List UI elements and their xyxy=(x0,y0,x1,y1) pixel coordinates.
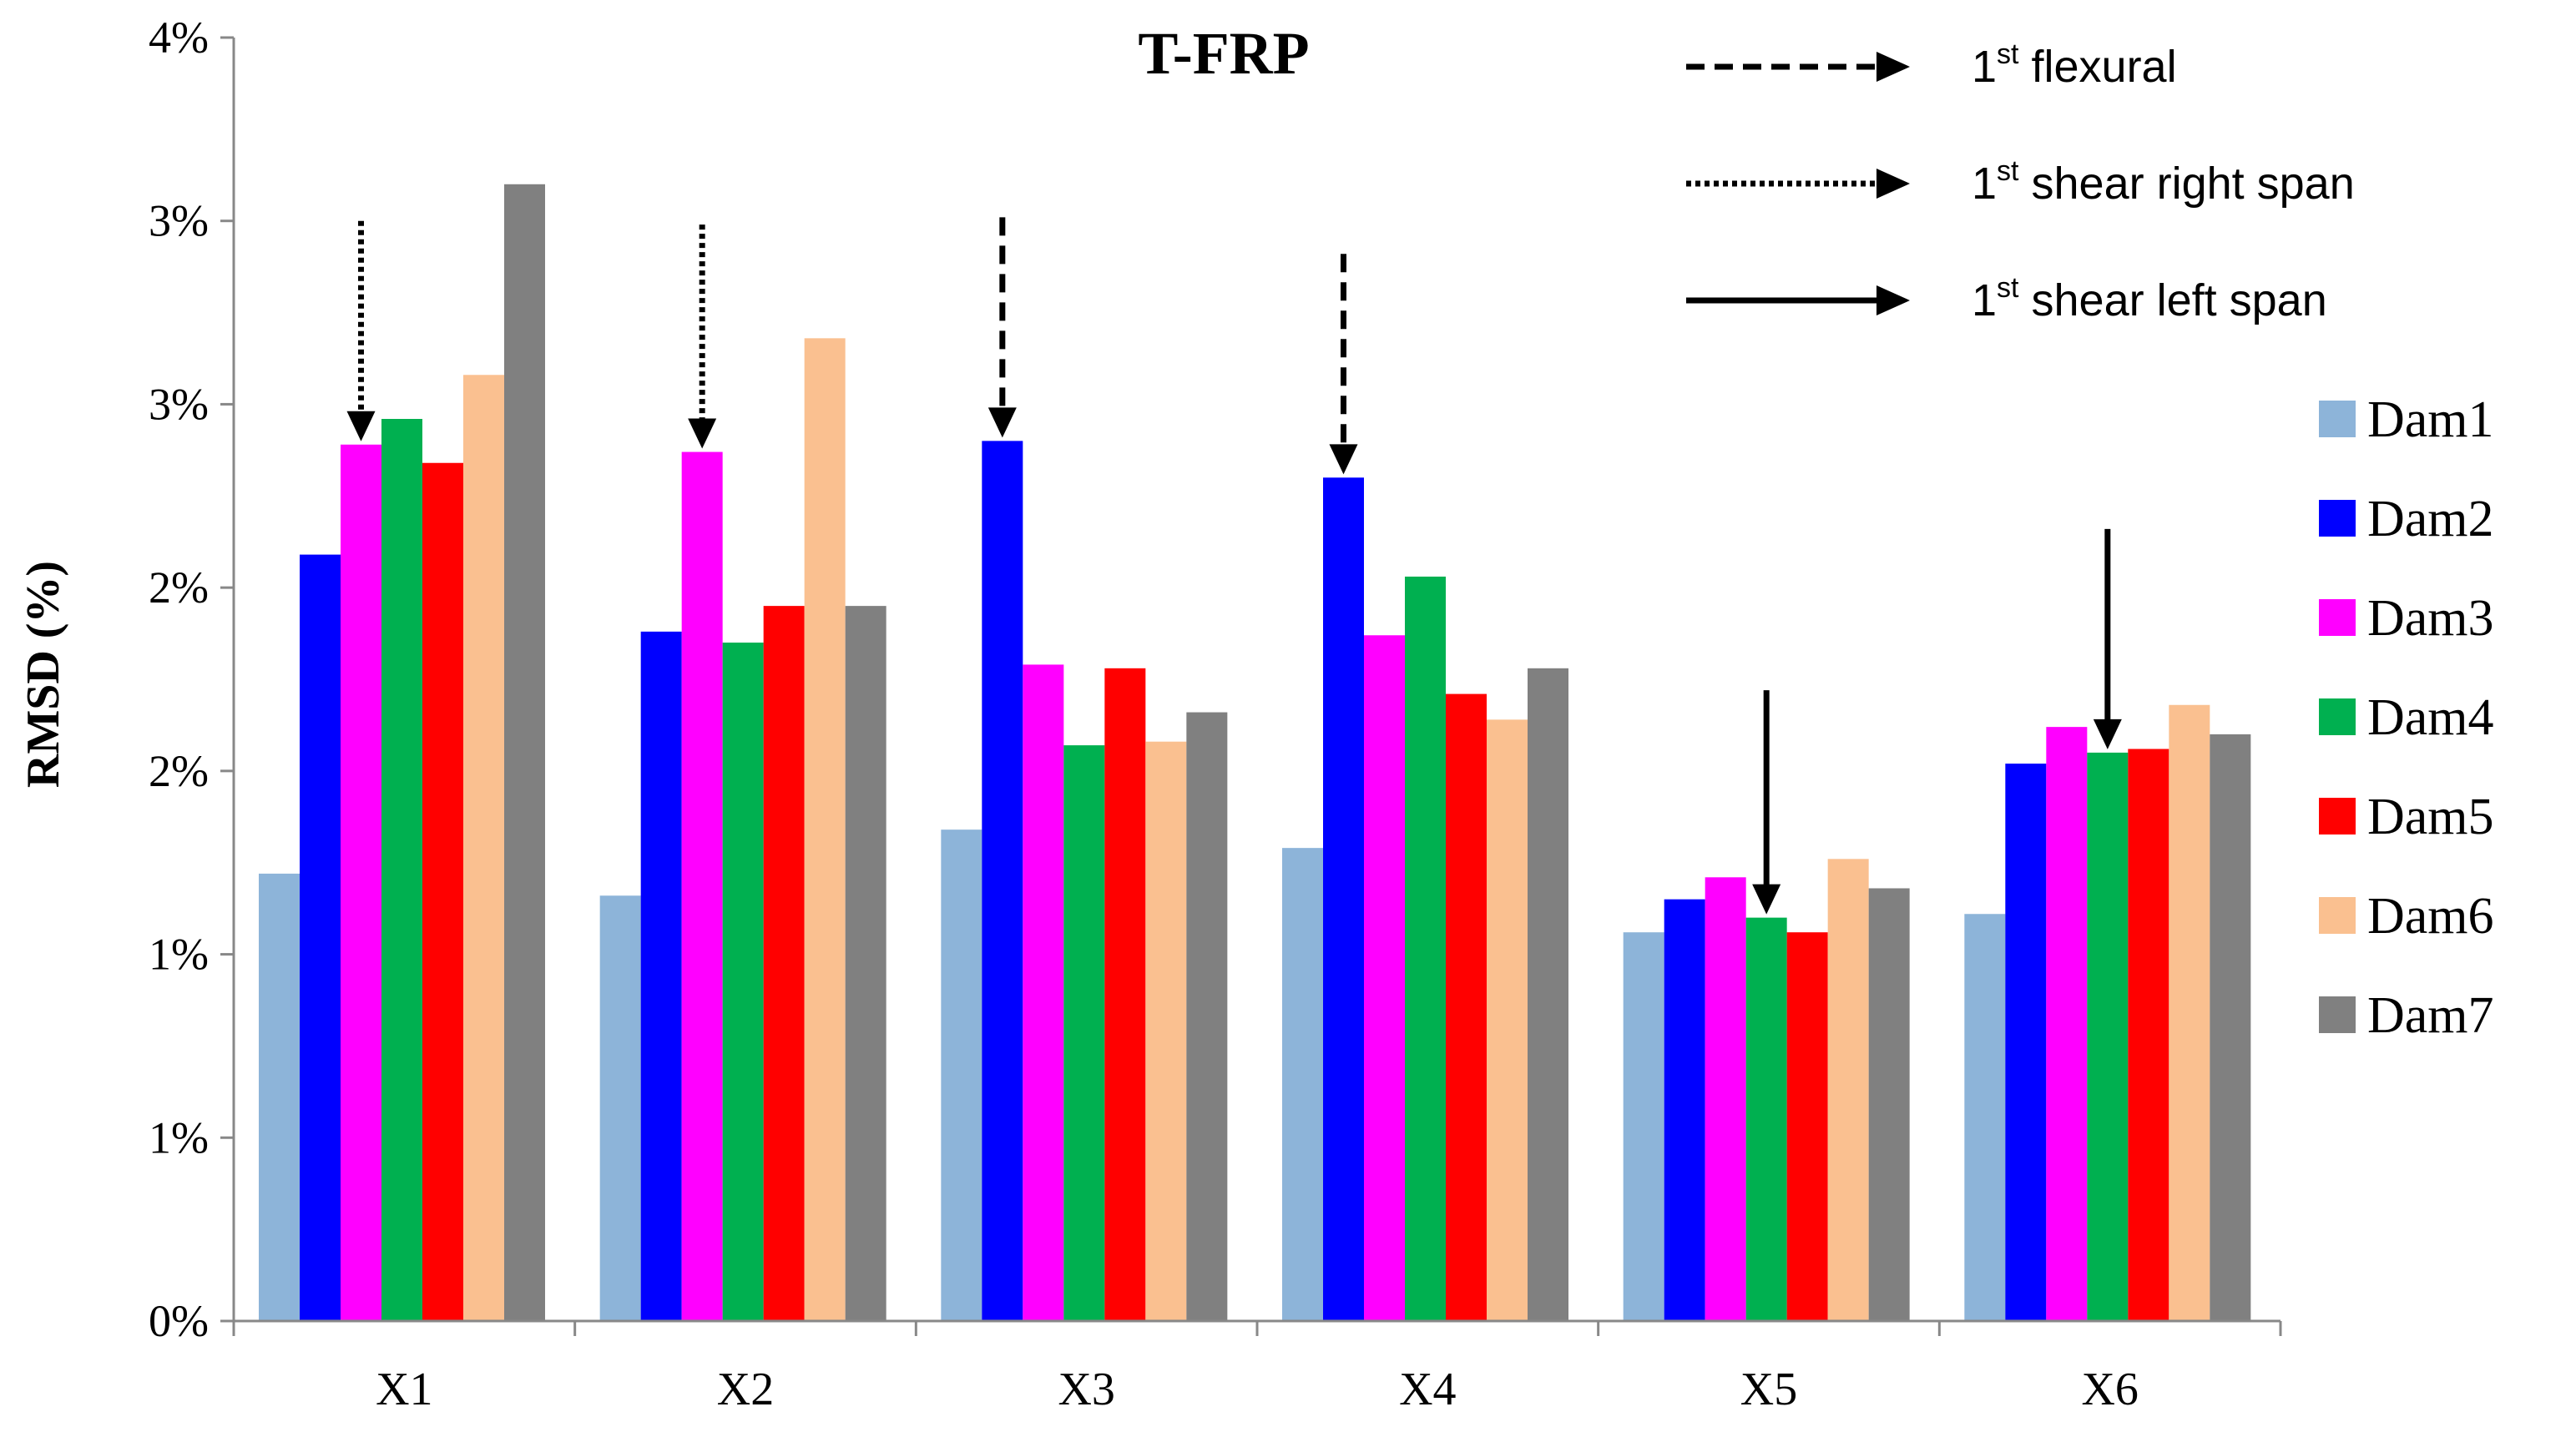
annotation-arrows xyxy=(346,217,2122,915)
bar-X5-Dam6 xyxy=(1827,859,1869,1321)
bar-X1-Dam7 xyxy=(504,184,545,1321)
legend-swatch-Dam6 xyxy=(2319,897,2356,934)
x-tick-label: X6 xyxy=(2081,1364,2138,1415)
bar-X2-Dam1 xyxy=(599,895,641,1321)
bar-X3-Dam4 xyxy=(1063,745,1105,1321)
x-tick-label: X3 xyxy=(1058,1364,1114,1415)
bar-X6-Dam7 xyxy=(2210,734,2251,1321)
bar-X6-Dam5 xyxy=(2128,749,2169,1321)
bar-X4-Dam6 xyxy=(1487,719,1528,1321)
arrow-legend-label: 1st flexural xyxy=(1972,38,2177,92)
bar-X3-Dam7 xyxy=(1186,712,1228,1321)
arrow-legend: 1st flexural 1st shear right span 1st shea… xyxy=(1686,38,2355,325)
bar-X1-Dam5 xyxy=(422,462,463,1322)
bar-X3-Dam6 xyxy=(1145,741,1187,1321)
bar-X1-Dam1 xyxy=(259,873,300,1321)
arrow-legend-label: 1st shear right span xyxy=(1972,155,2355,209)
bar-X6-Dam3 xyxy=(2046,727,2088,1321)
bar-X3-Dam5 xyxy=(1104,668,1146,1321)
bars-group xyxy=(259,184,2251,1322)
y-axis-label: RMSD (%) xyxy=(18,561,69,788)
y-tick-label: 4% xyxy=(149,13,209,63)
bar-X4-Dam7 xyxy=(1528,668,1568,1321)
legend-swatch-Dam1 xyxy=(2319,401,2356,437)
arrowhead xyxy=(1876,285,1910,315)
bar-X5-Dam1 xyxy=(1623,932,1664,1321)
bar-X3-Dam2 xyxy=(982,441,1023,1322)
bar-X2-Dam6 xyxy=(804,338,846,1321)
x-tick-label: X5 xyxy=(1740,1364,1797,1415)
y-tick-label: 3% xyxy=(149,379,209,429)
chart-title: T-FRP xyxy=(1138,20,1309,87)
y-tick-label: 2% xyxy=(149,746,209,796)
bar-X5-Dam5 xyxy=(1786,932,1828,1321)
bar-X4-Dam1 xyxy=(1282,848,1323,1321)
bar-X2-Dam7 xyxy=(845,606,886,1321)
legend-label-Dam2: Dam2 xyxy=(2367,491,2494,547)
arrowhead xyxy=(1752,884,1781,915)
arrowhead xyxy=(2093,719,2122,749)
y-tick-label: 1% xyxy=(149,1112,209,1162)
bar-X2-Dam4 xyxy=(722,643,764,1321)
legend-label-Dam7: Dam7 xyxy=(2367,987,2494,1044)
y-tick-label: 1% xyxy=(149,930,209,980)
legend-label-Dam6: Dam6 xyxy=(2367,888,2494,945)
x-tick-label: X4 xyxy=(1399,1364,1456,1415)
bar-X1-Dam6 xyxy=(463,375,504,1321)
legend-swatch-Dam7 xyxy=(2319,996,2356,1033)
legend-swatch-Dam5 xyxy=(2319,798,2356,834)
bar-X4-Dam5 xyxy=(1446,693,1487,1321)
bar-X2-Dam5 xyxy=(763,606,805,1321)
legend-swatch-Dam3 xyxy=(2319,599,2356,636)
bar-X2-Dam2 xyxy=(640,631,682,1321)
legend-label-Dam5: Dam5 xyxy=(2367,789,2494,845)
bar-X2-Dam3 xyxy=(681,451,723,1322)
y-tick-label: 2% xyxy=(149,562,209,613)
y-tick-label: 0% xyxy=(149,1296,209,1346)
bar-X6-Dam6 xyxy=(2169,704,2210,1321)
bar-X6-Dam2 xyxy=(2005,764,2047,1321)
bar-X6-Dam4 xyxy=(2087,752,2129,1321)
bar-X4-Dam3 xyxy=(1364,635,1405,1321)
arrowhead xyxy=(1329,444,1358,475)
legend-label-Dam4: Dam4 xyxy=(2367,689,2494,746)
bar-X1-Dam3 xyxy=(341,444,381,1322)
legend-label-Dam3: Dam3 xyxy=(2367,590,2494,647)
bar-X5-Dam4 xyxy=(1745,917,1787,1321)
y-tick-label: 3% xyxy=(149,196,209,246)
bar-X4-Dam4 xyxy=(1405,576,1446,1321)
axes-group: 0% 1% 1% 2% 2% 3% 3% 4% X1 X2 X3 X4 X5 X6 xyxy=(149,13,2282,1415)
bar-X5-Dam2 xyxy=(1664,899,1705,1321)
legend-label-Dam1: Dam1 xyxy=(2367,391,2494,448)
bar-X1-Dam2 xyxy=(300,554,341,1321)
bar-X3-Dam1 xyxy=(941,829,982,1321)
arrowhead xyxy=(346,411,376,441)
legend: Dam1 Dam2 Dam3 Dam4 Dam5 Dam6 Dam7 xyxy=(2319,391,2494,1044)
bar-X5-Dam3 xyxy=(1705,877,1746,1321)
arrowhead xyxy=(1876,169,1910,199)
x-tick-label: X2 xyxy=(717,1364,774,1415)
arrowhead xyxy=(987,407,1017,438)
bar-X6-Dam1 xyxy=(1964,914,2006,1321)
arrowhead xyxy=(688,418,717,449)
x-tick-label: X1 xyxy=(376,1364,432,1415)
legend-swatch-Dam2 xyxy=(2319,500,2356,537)
bar-X5-Dam7 xyxy=(1868,888,1910,1321)
arrowhead xyxy=(1876,52,1910,82)
arrow-legend-label: 1st shear left span xyxy=(1972,272,2327,325)
bar-X4-Dam2 xyxy=(1323,477,1364,1321)
bar-X3-Dam3 xyxy=(1023,664,1064,1321)
legend-swatch-Dam4 xyxy=(2319,698,2356,735)
bar-X1-Dam4 xyxy=(381,419,422,1321)
